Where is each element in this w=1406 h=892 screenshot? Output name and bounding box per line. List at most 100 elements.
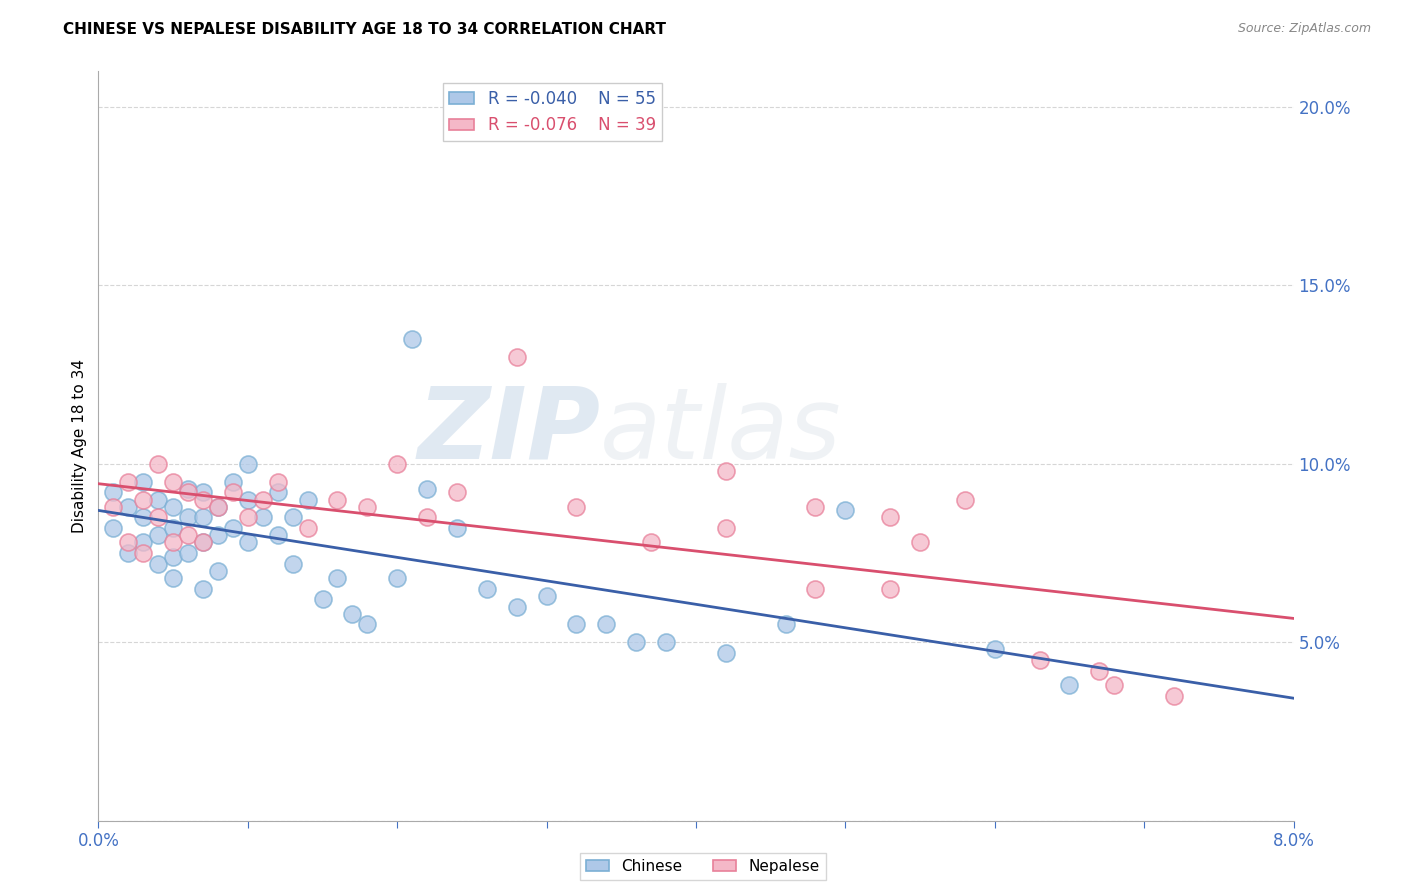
Legend: R = -0.040    N = 55, R = -0.076    N = 39: R = -0.040 N = 55, R = -0.076 N = 39 bbox=[443, 84, 662, 141]
Point bbox=[103, 521, 125, 535]
Point bbox=[117, 500, 139, 514]
Point bbox=[103, 485, 125, 500]
Point bbox=[908, 535, 931, 549]
Point bbox=[446, 521, 468, 535]
Point bbox=[267, 475, 290, 489]
Text: ZIP: ZIP bbox=[418, 383, 600, 480]
Point bbox=[162, 571, 184, 585]
Y-axis label: Disability Age 18 to 34: Disability Age 18 to 34 bbox=[72, 359, 87, 533]
Point bbox=[1088, 664, 1111, 678]
Point bbox=[446, 485, 468, 500]
Point bbox=[714, 646, 737, 660]
Point bbox=[191, 485, 214, 500]
Point bbox=[281, 510, 304, 524]
Text: Source: ZipAtlas.com: Source: ZipAtlas.com bbox=[1237, 22, 1371, 36]
Point bbox=[148, 528, 170, 542]
Point bbox=[177, 528, 200, 542]
Point bbox=[714, 464, 737, 478]
Legend: Chinese, Nepalese: Chinese, Nepalese bbox=[581, 853, 825, 880]
Point bbox=[356, 617, 378, 632]
Point bbox=[1163, 689, 1185, 703]
Point bbox=[117, 475, 139, 489]
Point bbox=[326, 492, 349, 507]
Point bbox=[207, 528, 229, 542]
Point bbox=[117, 535, 139, 549]
Point bbox=[162, 521, 184, 535]
Point bbox=[879, 510, 901, 524]
Point bbox=[1104, 678, 1126, 692]
Point bbox=[162, 535, 184, 549]
Point bbox=[236, 535, 259, 549]
Point bbox=[267, 485, 290, 500]
Point bbox=[132, 492, 155, 507]
Point bbox=[148, 557, 170, 571]
Point bbox=[252, 510, 274, 524]
Point bbox=[342, 607, 364, 621]
Point bbox=[595, 617, 617, 632]
Point bbox=[626, 635, 648, 649]
Point bbox=[177, 482, 200, 496]
Point bbox=[536, 589, 558, 603]
Point bbox=[385, 571, 409, 585]
Point bbox=[311, 592, 333, 607]
Text: atlas: atlas bbox=[600, 383, 842, 480]
Point bbox=[267, 528, 290, 542]
Point bbox=[1028, 653, 1050, 667]
Point bbox=[132, 535, 155, 549]
Point bbox=[804, 582, 827, 596]
Point bbox=[356, 500, 378, 514]
Point bbox=[297, 492, 319, 507]
Point bbox=[222, 485, 245, 500]
Point bbox=[655, 635, 678, 649]
Point bbox=[1059, 678, 1081, 692]
Point bbox=[297, 521, 319, 535]
Point bbox=[416, 510, 439, 524]
Point bbox=[191, 582, 214, 596]
Point bbox=[984, 642, 1007, 657]
Point bbox=[416, 482, 439, 496]
Point bbox=[103, 500, 125, 514]
Point bbox=[191, 535, 214, 549]
Point bbox=[132, 475, 155, 489]
Point bbox=[222, 475, 245, 489]
Text: CHINESE VS NEPALESE DISABILITY AGE 18 TO 34 CORRELATION CHART: CHINESE VS NEPALESE DISABILITY AGE 18 TO… bbox=[63, 22, 666, 37]
Point bbox=[162, 475, 184, 489]
Point bbox=[252, 492, 274, 507]
Point bbox=[148, 510, 170, 524]
Point bbox=[714, 521, 737, 535]
Point bbox=[207, 564, 229, 578]
Point bbox=[236, 492, 259, 507]
Point bbox=[506, 599, 529, 614]
Point bbox=[565, 500, 588, 514]
Point bbox=[640, 535, 662, 549]
Point bbox=[132, 510, 155, 524]
Point bbox=[804, 500, 827, 514]
Point bbox=[236, 510, 259, 524]
Point bbox=[326, 571, 349, 585]
Point bbox=[148, 457, 170, 471]
Point bbox=[191, 535, 214, 549]
Point bbox=[162, 500, 184, 514]
Point bbox=[148, 492, 170, 507]
Point bbox=[475, 582, 498, 596]
Point bbox=[162, 549, 184, 564]
Point bbox=[191, 492, 214, 507]
Point bbox=[207, 500, 229, 514]
Point bbox=[177, 510, 200, 524]
Point bbox=[879, 582, 901, 596]
Point bbox=[117, 546, 139, 560]
Point bbox=[385, 457, 409, 471]
Point bbox=[191, 510, 214, 524]
Point bbox=[177, 485, 200, 500]
Point bbox=[207, 500, 229, 514]
Point bbox=[775, 617, 797, 632]
Point bbox=[834, 503, 856, 517]
Point bbox=[506, 350, 529, 364]
Point bbox=[565, 617, 588, 632]
Point bbox=[401, 332, 423, 346]
Point bbox=[281, 557, 304, 571]
Point bbox=[177, 546, 200, 560]
Point bbox=[132, 546, 155, 560]
Point bbox=[953, 492, 976, 507]
Point bbox=[222, 521, 245, 535]
